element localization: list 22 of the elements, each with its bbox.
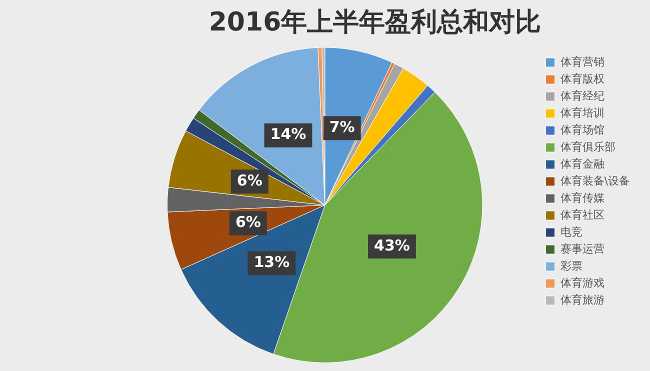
data-label: 6% (235, 213, 261, 232)
legend-label: 体育装备\设备 (560, 174, 630, 188)
data-label: 13% (254, 253, 290, 272)
legend-label: 体育场馆 (560, 123, 604, 136)
legend-label: 体育俱乐部 (560, 140, 616, 154)
data-label: 43% (374, 236, 410, 254)
legend-label: 彩票 (560, 259, 582, 272)
legend-label: 体育培训 (560, 106, 604, 120)
legend-label: 电竞 (560, 225, 582, 238)
legend-label: 体育版权 (560, 72, 604, 86)
legend-label: 体育营销 (560, 55, 604, 68)
legend-label: 体育传媒 (560, 191, 604, 204)
data-label: 7% (329, 118, 355, 136)
legend-label: 赛事运营 (560, 242, 604, 256)
legend-label: 体育旅游 (560, 293, 604, 306)
legend-label: 体育金融 (560, 157, 604, 170)
data-label: 14% (270, 125, 306, 144)
legend-label: 体育经纪 (560, 89, 604, 102)
chart-title: 2016年上半年盈利总和对比 (208, 7, 542, 38)
data-label: 6% (236, 172, 262, 190)
legend-label: 体育社区 (560, 208, 604, 222)
legend-label: 体育游戏 (560, 276, 604, 290)
